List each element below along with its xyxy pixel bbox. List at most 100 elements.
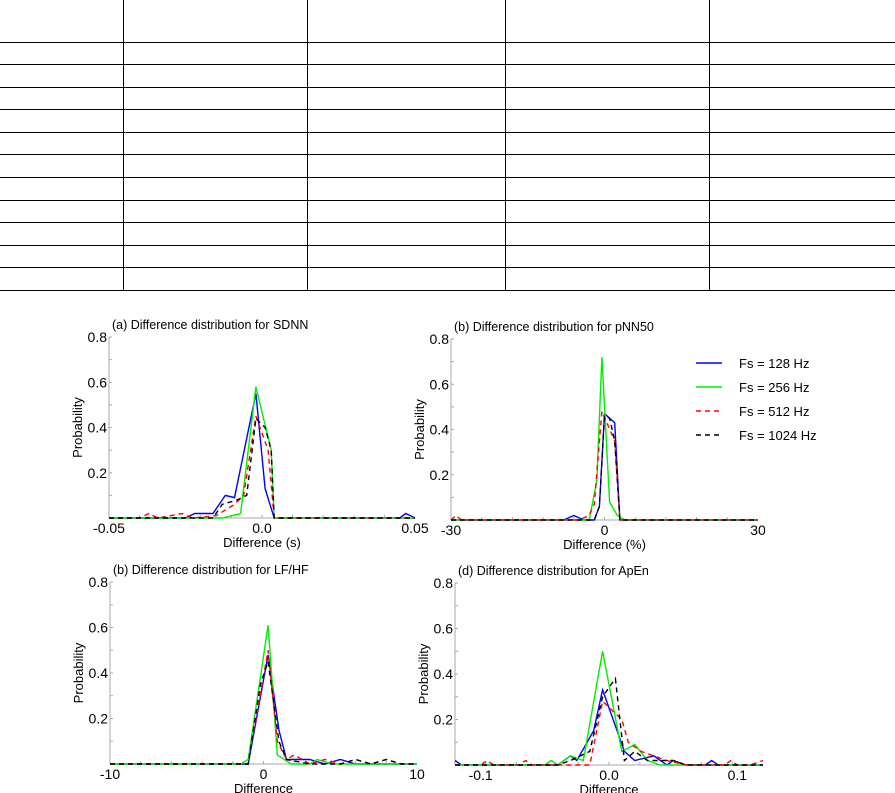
table-cell [0, 154, 124, 179]
table-row [0, 64, 895, 88]
series-line-1024hz [455, 676, 763, 766]
legend-label: Fs = 1024 Hz [739, 428, 817, 443]
table-cell [123, 64, 308, 88]
table-cell [709, 177, 895, 201]
y-tick-label: 0.6 [89, 620, 109, 636]
y-tick-label: 0.8 [89, 574, 109, 590]
y-tick-label: 0.4 [434, 666, 454, 682]
table-cell [123, 109, 308, 133]
table-cell [307, 154, 506, 179]
table-cell [123, 267, 308, 292]
series-line-1024hz [109, 417, 415, 519]
chart-title: (b) Difference distribution for pNN50 [454, 320, 654, 334]
table-cell [505, 267, 710, 292]
series-line-512hz [455, 699, 764, 766]
series-line-256hz [451, 357, 758, 521]
x-tick-label: 0.0 [599, 767, 619, 783]
table-cell [0, 132, 124, 156]
empty-data-table [0, 0, 895, 292]
y-axis-label: Probability [412, 399, 427, 460]
table-cell [709, 200, 895, 224]
y-axis-label: Probability [70, 397, 85, 458]
x-tick-label: 10 [409, 766, 425, 782]
y-tick-label: 0.6 [430, 376, 450, 392]
y-tick-label: 0.6 [434, 621, 454, 637]
table-cell [505, 154, 710, 179]
table-cell [505, 42, 710, 66]
y-tick-label: 0.4 [430, 422, 450, 438]
x-axis-label: Difference [234, 781, 293, 793]
table-row [0, 87, 895, 111]
table-cell [307, 64, 506, 88]
x-axis-label: Difference [579, 782, 638, 793]
y-axis-label: Probability [416, 643, 431, 704]
table-cell [709, 87, 895, 111]
y-tick-label: 0.2 [430, 467, 450, 483]
table-cell [709, 64, 895, 88]
table-cell [709, 245, 895, 269]
table-cell [307, 42, 506, 66]
table-cell [123, 0, 308, 43]
table-cell [505, 177, 710, 201]
legend-label: Fs = 128 Hz [739, 356, 809, 371]
x-tick-label: 0 [260, 766, 268, 782]
table-cell [123, 177, 308, 201]
y-tick-label: 0.2 [89, 711, 109, 727]
table-cell [709, 132, 895, 156]
y-tick-label: 0.8 [434, 575, 454, 591]
table-cell [307, 245, 506, 269]
table-cell [0, 200, 124, 224]
table-cell [709, 0, 895, 43]
table-cell [505, 200, 710, 224]
table-cell [505, 109, 710, 133]
table-row [0, 42, 895, 66]
chart-title: (d) Difference distribution for ApEn [458, 564, 649, 578]
y-tick-label: 0.8 [430, 331, 450, 347]
x-tick-label: -0.05 [93, 520, 125, 536]
x-tick-label: 0.1 [728, 767, 748, 783]
table-row [0, 200, 895, 224]
table-cell [709, 109, 895, 133]
series-line-512hz [109, 415, 415, 519]
table-cell [0, 42, 124, 66]
table-cell [505, 245, 710, 269]
table-row [0, 177, 895, 201]
y-axis-label: Probability [71, 642, 86, 703]
table-cell [0, 267, 124, 292]
table-cell [123, 42, 308, 66]
table-cell [0, 0, 124, 43]
table-row [0, 0, 895, 43]
table-cell [123, 154, 308, 179]
table-cell [307, 267, 506, 292]
y-tick-label: 0.4 [89, 665, 109, 681]
table-cell [505, 87, 710, 111]
series-line-128hz [454, 687, 763, 766]
y-tick-label: 0.4 [88, 420, 108, 436]
table-cell [0, 64, 124, 88]
table-cell [709, 222, 895, 246]
chart-title: (b) Difference distribution for LF/HF [113, 563, 309, 577]
table-cell [709, 267, 895, 292]
chart-2: 0.2 0.4 0.6 0.8 -10 0 10 (b) Difference distrib… [71, 563, 425, 793]
table-cell [505, 132, 710, 156]
legend-label: Fs = 256 Hz [739, 380, 809, 395]
series-line-256hz [455, 651, 763, 766]
table-cell [0, 245, 124, 269]
table-cell [307, 222, 506, 246]
x-tick-label: -30 [441, 522, 461, 538]
series-line-1024hz [110, 661, 417, 765]
table-row [0, 132, 895, 156]
table-cell [0, 222, 124, 246]
chart-3: 0.2 0.4 0.6 0.8 -0.1 0.0 0.1 (d) Difference dis… [416, 564, 764, 793]
x-tick-label: 0.0 [252, 520, 272, 536]
table-cell [0, 87, 124, 111]
table-row [0, 267, 895, 292]
y-tick-label: 0.6 [88, 374, 108, 390]
x-tick-label: 0.05 [401, 520, 428, 536]
chart-0: 0.2 0.4 0.6 0.8 -0.05 0.0 0.05 (a) Difference d… [70, 318, 429, 550]
legend: Fs = 128 Hz Fs = 256 Hz Fs = 512 Hz Fs = 10… [696, 356, 817, 443]
table-cell [307, 0, 506, 43]
table-row [0, 154, 895, 179]
table-cell [307, 109, 506, 133]
